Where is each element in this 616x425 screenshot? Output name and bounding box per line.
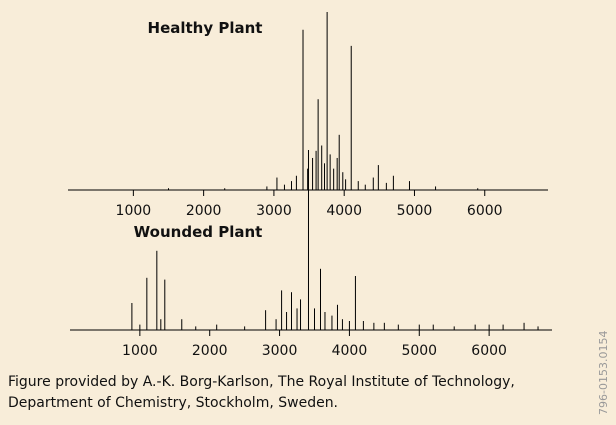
- chart-title: Wounded Plant: [134, 223, 263, 241]
- x-tick-label: 2000: [192, 343, 228, 359]
- x-tick-label: 5000: [401, 343, 437, 359]
- x-tick-label: 6000: [471, 343, 507, 359]
- x-tick-label: 6000: [467, 203, 503, 219]
- x-tick-label: 4000: [326, 203, 362, 219]
- x-tick-label: 3000: [262, 343, 298, 359]
- caption-line: Figure provided by A.-K. Borg-Karlson, T…: [8, 374, 515, 390]
- caption-line: Department of Chemistry, Stockholm, Swed…: [8, 395, 338, 411]
- x-tick-label: 2000: [186, 203, 222, 219]
- x-tick-label: 4000: [332, 343, 368, 359]
- x-tick-label: 1000: [116, 203, 152, 219]
- x-tick-label: 1000: [122, 343, 158, 359]
- side-label: 796-0153.0154: [597, 331, 610, 415]
- chart-title: Healthy Plant: [148, 19, 263, 37]
- x-tick-label: 3000: [256, 203, 292, 219]
- x-tick-label: 5000: [397, 203, 433, 219]
